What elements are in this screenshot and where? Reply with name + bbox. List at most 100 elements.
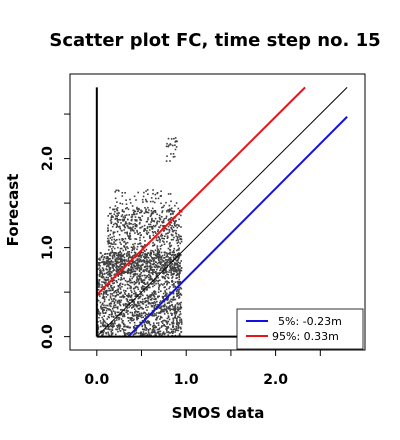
data-point bbox=[112, 231, 115, 233]
data-point bbox=[126, 260, 128, 262]
data-point bbox=[119, 219, 122, 221]
data-point bbox=[155, 279, 158, 282]
data-point bbox=[172, 220, 175, 222]
data-point bbox=[127, 254, 130, 256]
data-point bbox=[140, 293, 142, 296]
data-point bbox=[131, 214, 133, 216]
data-point bbox=[159, 279, 161, 282]
data-point bbox=[110, 222, 112, 225]
data-point bbox=[138, 295, 141, 298]
data-point bbox=[102, 293, 105, 295]
data-point bbox=[176, 226, 179, 229]
data-point bbox=[100, 330, 103, 332]
data-point bbox=[109, 295, 112, 297]
data-point bbox=[157, 291, 160, 293]
data-point bbox=[129, 263, 132, 265]
data-point bbox=[100, 306, 102, 309]
data-point bbox=[102, 269, 105, 272]
data-point bbox=[159, 224, 162, 227]
data-point bbox=[104, 324, 106, 327]
data-point bbox=[177, 248, 180, 251]
data-point bbox=[163, 319, 165, 322]
data-point bbox=[112, 267, 114, 269]
data-point bbox=[115, 215, 117, 217]
data-point bbox=[120, 258, 122, 260]
data-point bbox=[165, 160, 168, 162]
data-point bbox=[165, 217, 167, 219]
data-point bbox=[166, 280, 168, 283]
data-point bbox=[106, 253, 109, 255]
data-point bbox=[111, 264, 113, 267]
data-point bbox=[117, 290, 119, 292]
data-point bbox=[111, 311, 113, 314]
data-point bbox=[175, 327, 178, 330]
data-point bbox=[169, 208, 171, 210]
data-point bbox=[167, 306, 170, 308]
data-point bbox=[155, 237, 158, 239]
data-point bbox=[170, 213, 172, 215]
data-point bbox=[156, 192, 159, 194]
data-point bbox=[179, 306, 181, 309]
data-point bbox=[178, 308, 180, 310]
data-point bbox=[113, 238, 116, 241]
data-point bbox=[126, 255, 128, 258]
data-point bbox=[137, 308, 140, 310]
data-point bbox=[123, 246, 126, 248]
data-point bbox=[116, 326, 119, 329]
data-point bbox=[165, 252, 168, 254]
data-point bbox=[126, 307, 129, 309]
data-point bbox=[102, 309, 104, 312]
data-point bbox=[118, 256, 120, 259]
data-point bbox=[158, 237, 161, 239]
data-point bbox=[156, 221, 158, 224]
data-point bbox=[127, 325, 129, 328]
data-point bbox=[136, 314, 138, 317]
data-point bbox=[172, 269, 174, 272]
data-point bbox=[117, 221, 119, 223]
data-point bbox=[119, 251, 121, 254]
data-point bbox=[149, 277, 152, 280]
data-point bbox=[102, 275, 104, 278]
data-point bbox=[177, 326, 179, 329]
data-point bbox=[143, 261, 145, 263]
data-point bbox=[117, 269, 120, 271]
data-point bbox=[167, 281, 169, 283]
data-point bbox=[112, 294, 114, 297]
data-point bbox=[137, 263, 139, 265]
data-point bbox=[138, 269, 141, 271]
data-point bbox=[171, 253, 174, 256]
data-point bbox=[163, 230, 165, 232]
data-point bbox=[134, 326, 136, 329]
data-point bbox=[169, 242, 171, 244]
data-point bbox=[178, 225, 180, 227]
data-point bbox=[170, 233, 173, 236]
data-point bbox=[115, 208, 118, 210]
data-point bbox=[111, 243, 114, 245]
data-point bbox=[179, 316, 181, 319]
data-point bbox=[158, 256, 161, 259]
data-point bbox=[176, 302, 178, 305]
data-point bbox=[105, 291, 108, 293]
data-point bbox=[104, 321, 107, 324]
data-point bbox=[151, 297, 153, 300]
data-point bbox=[102, 268, 105, 270]
data-point bbox=[174, 298, 177, 301]
data-point bbox=[158, 253, 161, 256]
data-point bbox=[153, 271, 156, 273]
data-point bbox=[124, 216, 126, 219]
data-point bbox=[163, 260, 165, 262]
data-point bbox=[165, 261, 167, 264]
data-point bbox=[159, 218, 162, 221]
data-point bbox=[99, 301, 102, 304]
data-point bbox=[104, 287, 106, 289]
data-point bbox=[128, 236, 131, 239]
data-point bbox=[135, 264, 138, 267]
data-point bbox=[146, 281, 149, 284]
data-point bbox=[147, 297, 149, 300]
data-point bbox=[108, 314, 111, 316]
data-point bbox=[116, 239, 118, 241]
data-point bbox=[134, 232, 136, 234]
data-point bbox=[109, 283, 111, 286]
data-point bbox=[98, 262, 100, 264]
data-point bbox=[172, 266, 174, 269]
